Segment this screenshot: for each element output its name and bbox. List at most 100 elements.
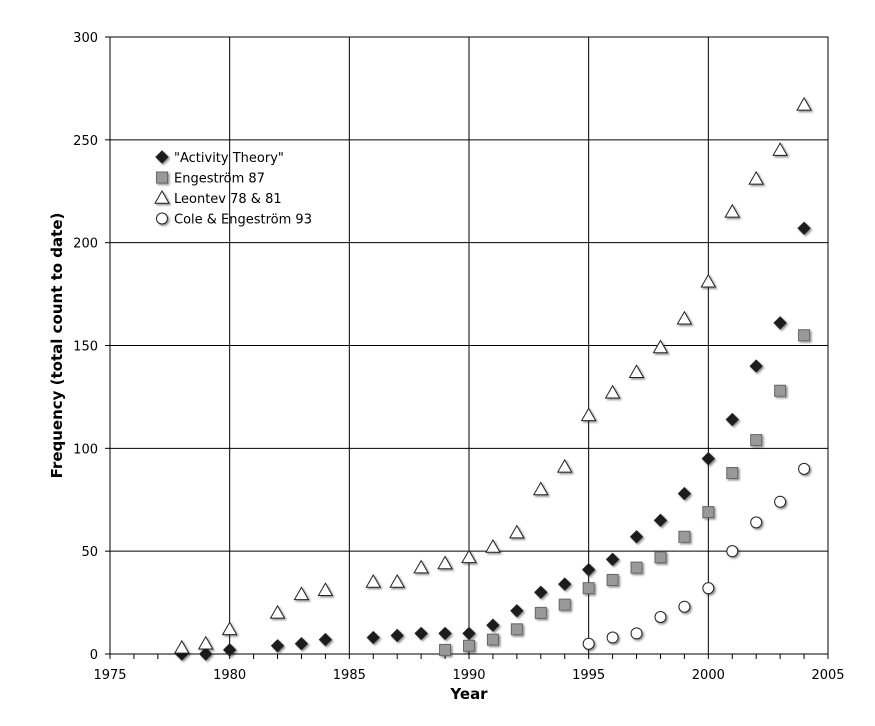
data-point-triangle [532,481,549,496]
diamond-legend-marker [155,150,169,164]
data-point-triangle [652,339,669,354]
data-point-circle [798,462,811,475]
legend-label-activity-theory: "Activity Theory" [174,151,284,166]
data-point-circle [726,545,739,558]
y-tick-label: 200 [73,237,98,252]
x-axis-tick-labels: 1975 1980 1985 1990 1995 2000 2005 [93,668,844,683]
data-point-diamond [390,628,404,643]
data-point-triangle [580,407,597,422]
data-point-triangle [628,364,645,378]
data-point-diamond [677,486,692,501]
x-tick-label: 1975 [93,668,126,683]
legend-item-engestrom-87: Engeström 87 [156,171,265,187]
data-point-triangle [700,273,717,288]
data-point-circle [630,627,643,640]
series-diamond [175,221,811,661]
data-point-triangle [461,549,477,564]
square-legend-marker [156,171,168,184]
y-axis-tick-labels: 0 50 100 150 200 250 300 [73,31,98,663]
data-point-circle [606,631,619,644]
data-point-circle [774,495,787,508]
data-point-diamond [414,626,428,641]
data-point-triangle [389,574,406,588]
data-point-triangle [724,203,741,218]
data-point-diamond [222,643,237,657]
triangle-legend-marker [154,189,170,204]
series-square [439,329,811,656]
data-point-circle [702,582,715,595]
x-tick-label: 1980 [213,668,246,683]
y-tick-label: 100 [73,442,98,457]
y-tick-label: 0 [90,648,98,663]
data-point-square [558,598,571,611]
data-point-diamond [725,412,739,427]
x-tick-label: 1985 [333,668,366,683]
data-point-square [486,633,499,646]
data-point-square [654,551,667,564]
data-point-square [750,434,763,447]
data-point-triangle [221,621,238,636]
data-point-triangle [437,555,453,570]
y-tick-label: 300 [73,31,98,46]
data-point-diamond [270,639,285,653]
data-point-triangle [772,142,788,156]
data-point-diamond [701,451,716,466]
circle-icon [156,212,168,225]
data-point-diamond [558,577,572,591]
data-point-diamond [629,530,644,544]
data-point-square [726,467,739,480]
data-point-square [606,573,619,586]
data-point-diamond [605,552,620,567]
triangle-icon [154,189,170,204]
data-point-diamond [797,221,811,235]
data-point-square [774,384,787,397]
data-point-diamond [534,585,548,600]
legend-item-leontev: Leontev 78 & 81 [154,189,282,207]
legend-item-cole-engestrom-93: Cole & Engeström 93 [156,212,312,228]
data-point-diamond [510,604,524,618]
data-point-square [702,506,715,519]
data-point-triangle [197,635,214,650]
axis-ticks [105,36,829,659]
y-tick-label: 250 [73,134,98,149]
data-points [173,96,812,661]
data-point-circle [582,637,595,650]
y-axis-title: Frequency (total count to date) [48,213,66,479]
series-triangle [173,96,812,654]
data-point-circle [750,516,763,529]
data-point-diamond [749,359,763,373]
data-point-square [439,643,452,656]
legend-item-activity-theory: "Activity Theory" [155,150,284,166]
data-point-square [582,582,595,595]
x-tick-label: 1995 [572,668,605,683]
data-point-triangle [748,170,765,185]
data-point-square [798,329,811,342]
data-point-triangle [556,458,573,473]
legend: "Activity Theory" Engeström 87 Leontev 7… [154,150,312,228]
data-point-square [510,623,523,636]
data-point-square [463,639,475,652]
diamond-icon [155,150,169,164]
x-tick-label: 2000 [692,668,725,683]
data-point-diamond [366,630,380,645]
data-point-circle [678,600,691,613]
data-point-diamond [462,626,476,641]
circle-legend-marker [156,212,168,225]
y-tick-label: 150 [73,340,98,355]
x-axis-title: Year [449,685,488,703]
series-circle [582,462,811,650]
square-icon [156,171,168,184]
data-point-diamond [773,316,787,330]
x-tick-label: 1990 [452,668,485,683]
data-point-square [630,561,643,574]
legend-label-leontev: Leontev 78 & 81 [174,192,282,207]
data-point-diamond [294,637,309,651]
data-point-square [534,606,547,619]
legend-label-engestrom-87: Engeström 87 [174,172,265,187]
data-point-triangle [269,604,286,619]
data-point-triangle [676,310,693,325]
data-point-square [678,530,691,543]
x-tick-label: 2005 [811,668,844,683]
data-point-triangle [293,586,310,601]
